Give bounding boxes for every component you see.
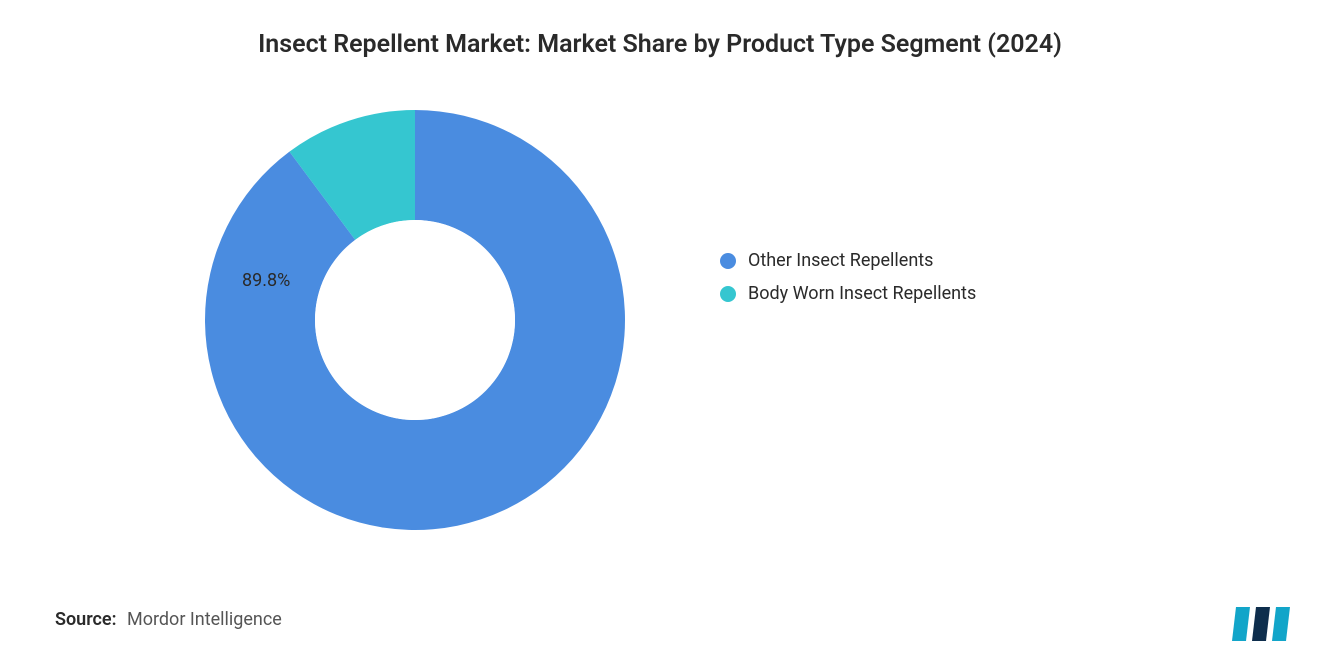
legend-item: Body Worn Insect Repellents xyxy=(720,283,976,304)
legend-item: Other Insect Repellents xyxy=(720,250,976,271)
legend-label: Body Worn Insect Repellents xyxy=(748,283,976,304)
chart-title: Insect Repellent Market: Market Share by… xyxy=(0,30,1320,59)
source-value: Mordor Intelligence xyxy=(127,609,282,630)
legend-swatch xyxy=(720,253,736,269)
mi-logo-icon xyxy=(1230,601,1290,641)
donut-svg xyxy=(200,105,630,535)
legend-swatch xyxy=(720,286,736,302)
legend-label: Other Insect Repellents xyxy=(748,250,933,271)
logo-bar xyxy=(1252,607,1270,641)
legend: Other Insect Repellents Body Worn Insect … xyxy=(720,250,976,304)
logo-bar xyxy=(1272,607,1290,641)
slice-pct-label: 89.8% xyxy=(242,270,290,291)
mi-logo xyxy=(1230,601,1290,641)
donut-hole xyxy=(315,220,515,420)
logo-bar xyxy=(1232,607,1250,641)
source-line: Source: Mordor Intelligence xyxy=(55,609,282,630)
donut-chart: 89.8% xyxy=(200,105,630,535)
source-key: Source: xyxy=(55,609,117,630)
chart-container: Insect Repellent Market: Market Share by… xyxy=(0,0,1320,665)
